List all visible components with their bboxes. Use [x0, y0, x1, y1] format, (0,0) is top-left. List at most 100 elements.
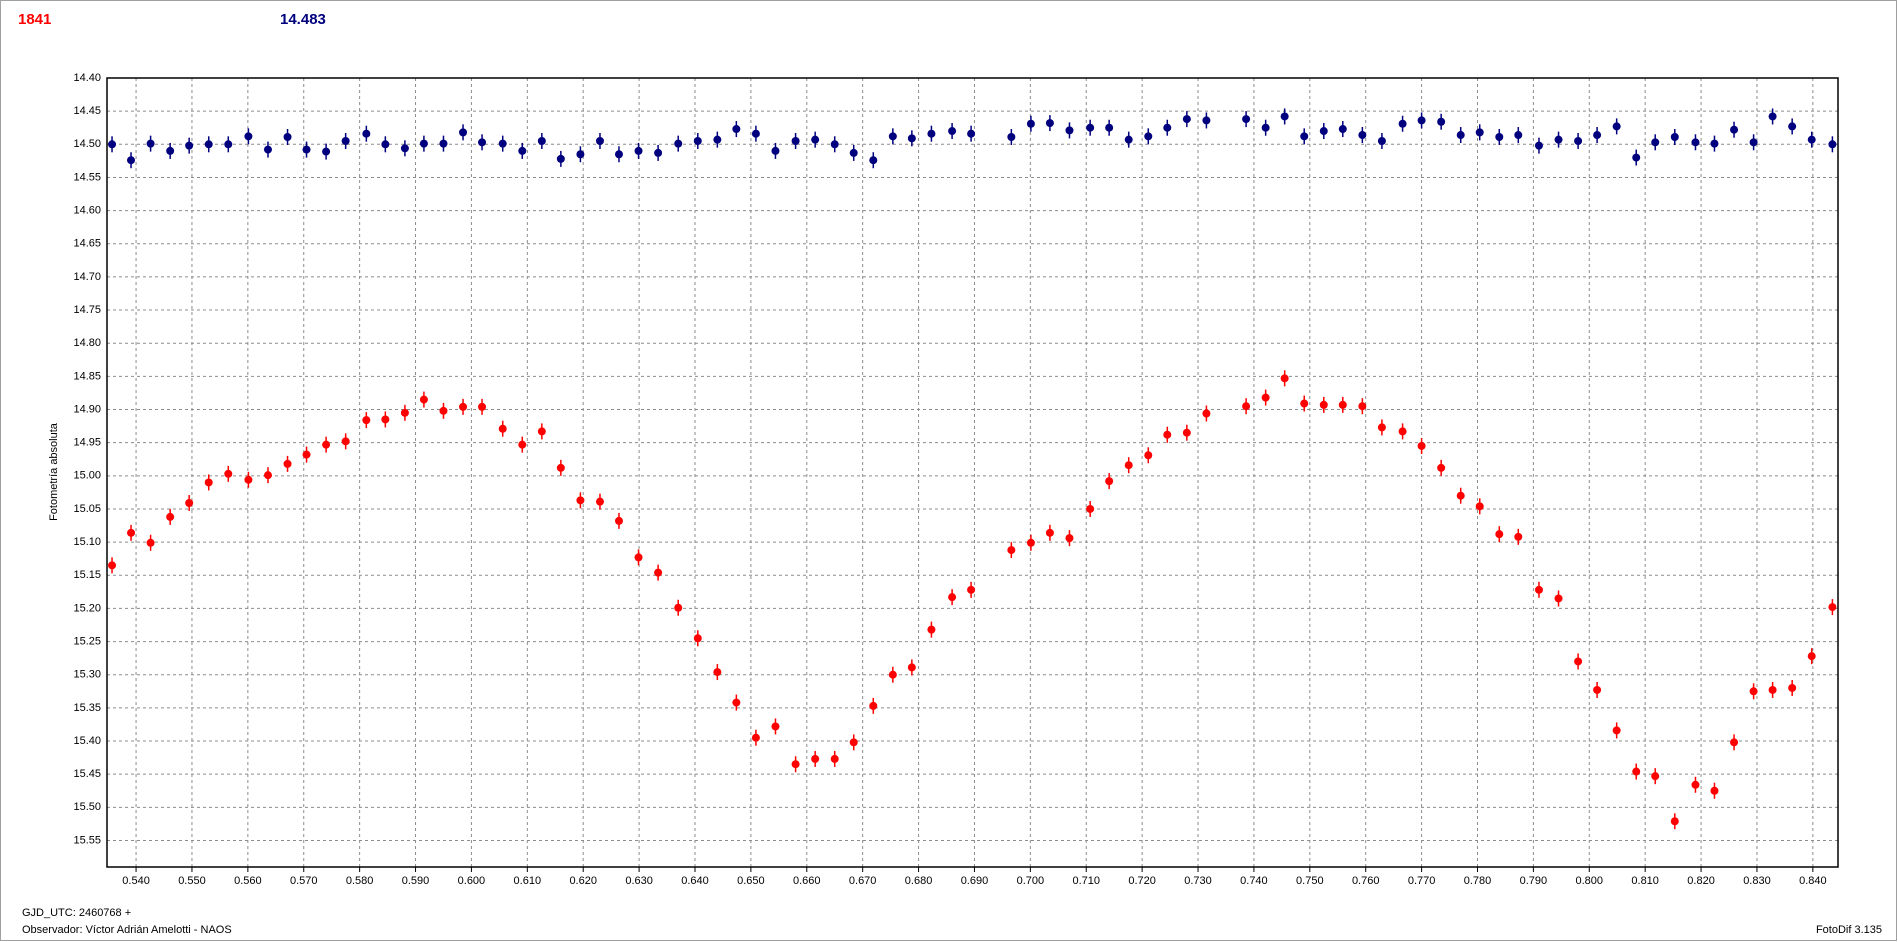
data-point — [732, 694, 741, 711]
marker — [1632, 153, 1641, 162]
data-point — [869, 697, 878, 714]
data-point — [537, 423, 546, 440]
data-point — [791, 756, 800, 773]
marker — [1358, 131, 1367, 140]
data-point — [381, 136, 390, 153]
data-point — [713, 664, 722, 681]
data-point — [537, 132, 546, 149]
marker — [1437, 117, 1446, 126]
marker — [1768, 685, 1777, 694]
marker — [1026, 119, 1035, 128]
marker — [1338, 400, 1347, 409]
data-point — [1632, 763, 1641, 780]
data-point — [1261, 119, 1270, 136]
data-point — [322, 436, 331, 453]
data-point — [849, 734, 858, 751]
data-point — [1144, 128, 1153, 145]
data-point — [1612, 722, 1621, 739]
data-point — [1514, 528, 1523, 545]
plot-frame — [106, 77, 1839, 868]
data-point — [1105, 473, 1114, 490]
x-tick-label: 0.560 — [234, 875, 262, 887]
x-tick-label: 0.660 — [793, 875, 821, 887]
marker — [634, 553, 643, 562]
data-point — [888, 666, 897, 683]
marker — [146, 538, 155, 547]
data-point — [204, 474, 213, 491]
data-point — [1828, 599, 1837, 616]
x-tick-label: 0.720 — [1128, 875, 1156, 887]
data-point — [811, 131, 820, 148]
marker — [1574, 136, 1583, 145]
data-point — [1788, 679, 1797, 696]
data-point — [1202, 405, 1211, 422]
marker — [1300, 132, 1309, 141]
x-tick-label: 0.600 — [458, 875, 486, 887]
y-tick-label: 14.40 — [73, 72, 101, 84]
marker — [1574, 657, 1583, 666]
marker — [811, 135, 820, 144]
marker — [751, 129, 760, 138]
data-point — [1261, 389, 1270, 406]
marker — [791, 760, 800, 769]
marker — [498, 139, 507, 148]
marker — [1495, 133, 1504, 142]
x-tick-label: 0.810 — [1631, 875, 1659, 887]
data-point — [948, 589, 957, 606]
x-tick-label: 0.740 — [1240, 875, 1268, 887]
marker — [849, 738, 858, 747]
marker — [224, 469, 233, 478]
marker — [518, 146, 527, 155]
y-tick-label: 14.70 — [73, 271, 101, 283]
marker — [1261, 393, 1270, 402]
data-point — [127, 524, 136, 541]
data-point — [244, 471, 253, 488]
data-point — [518, 436, 527, 453]
marker — [556, 463, 565, 472]
data-point — [1026, 115, 1035, 132]
marker — [713, 668, 722, 677]
marker — [381, 140, 390, 149]
y-tick-label: 15.30 — [73, 669, 101, 681]
marker — [907, 663, 916, 672]
marker — [1398, 119, 1407, 128]
marker — [362, 416, 371, 425]
marker — [1065, 534, 1074, 543]
x-tick-label: 0.690 — [961, 875, 989, 887]
data-point — [1788, 118, 1797, 135]
data-point — [362, 125, 371, 142]
data-point — [1398, 423, 1407, 440]
data-point — [1749, 683, 1758, 700]
marker — [732, 125, 741, 134]
data-point — [614, 146, 623, 163]
data-point — [1300, 128, 1309, 145]
marker — [1377, 423, 1386, 432]
y-tick-label: 15.40 — [73, 735, 101, 747]
data-point — [1124, 457, 1133, 474]
marker — [322, 440, 331, 449]
data-point — [1495, 129, 1504, 146]
data-point — [1086, 119, 1095, 136]
x-tick-label: 0.540 — [122, 875, 150, 887]
data-point — [1691, 776, 1700, 793]
data-point — [1358, 127, 1367, 144]
data-point — [830, 750, 839, 767]
marker — [1828, 140, 1837, 149]
marker — [1456, 491, 1465, 500]
data-point — [459, 124, 468, 141]
marker — [127, 156, 136, 165]
marker — [595, 136, 604, 145]
software-version: FotoDif 3.135 — [1816, 924, 1882, 936]
marker — [283, 459, 292, 468]
data-point — [341, 132, 350, 149]
data-point — [595, 493, 604, 510]
data-point — [1632, 149, 1641, 166]
data-point — [283, 129, 292, 146]
marker — [1105, 123, 1114, 132]
marker — [1554, 594, 1563, 603]
data-point — [693, 630, 702, 647]
marker — [1534, 141, 1543, 150]
marker — [1534, 585, 1543, 594]
data-point — [166, 508, 175, 525]
data-point — [1514, 127, 1523, 144]
